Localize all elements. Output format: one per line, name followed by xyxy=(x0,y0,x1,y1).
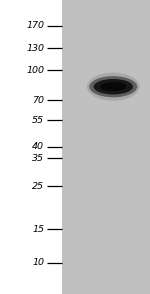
Text: 35: 35 xyxy=(32,153,44,163)
Text: 130: 130 xyxy=(26,44,44,53)
FancyBboxPatch shape xyxy=(0,0,62,294)
Text: 25: 25 xyxy=(32,182,44,191)
Text: 10: 10 xyxy=(32,258,44,268)
Ellipse shape xyxy=(87,73,140,101)
Ellipse shape xyxy=(100,82,126,91)
Text: 70: 70 xyxy=(32,96,44,105)
Text: 15: 15 xyxy=(32,225,44,233)
Ellipse shape xyxy=(94,79,133,94)
Text: 170: 170 xyxy=(26,21,44,30)
Text: 100: 100 xyxy=(26,66,44,75)
Text: 40: 40 xyxy=(32,142,44,151)
Text: 55: 55 xyxy=(32,116,44,125)
Ellipse shape xyxy=(89,76,137,97)
